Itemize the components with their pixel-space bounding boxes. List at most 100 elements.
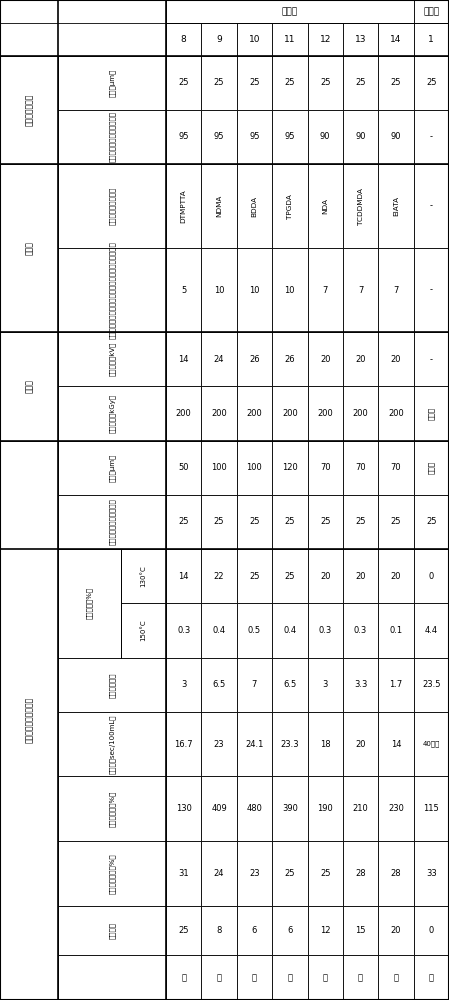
Text: 25: 25 — [320, 78, 330, 87]
Text: -: - — [430, 132, 433, 141]
Bar — [272, 386, 308, 441]
Text: 33: 33 — [426, 869, 437, 878]
Bar — [201, 386, 237, 441]
Text: 0.3: 0.3 — [177, 626, 190, 635]
Bar — [58, 56, 166, 110]
Bar — [308, 56, 343, 110]
Text: 200: 200 — [176, 409, 192, 418]
Bar — [58, 386, 166, 441]
Text: 25: 25 — [285, 78, 295, 87]
Text: 70: 70 — [320, 463, 330, 472]
Text: 加速电压（kV）: 加速电压（kV） — [109, 342, 115, 376]
Bar — [378, 955, 414, 1000]
Text: DTMPTTA: DTMPTTA — [180, 189, 187, 223]
Bar — [237, 712, 272, 776]
Text: 14: 14 — [390, 35, 401, 44]
Text: 409: 409 — [211, 804, 227, 813]
Bar — [58, 110, 166, 164]
Bar — [414, 906, 449, 955]
Text: 未照射: 未照射 — [428, 461, 435, 474]
Text: 15: 15 — [355, 926, 366, 935]
Text: 14: 14 — [178, 572, 189, 581]
Bar — [166, 603, 201, 658]
Text: 95: 95 — [178, 132, 189, 141]
Bar — [0, 0, 166, 56]
Text: 190: 190 — [317, 804, 333, 813]
Bar — [58, 495, 166, 549]
Bar — [272, 549, 308, 603]
Text: 6: 6 — [287, 926, 292, 935]
Text: 覆膜层的含量（重量份）: 覆膜层的含量（重量份） — [109, 499, 115, 545]
Bar — [378, 495, 414, 549]
Text: 25: 25 — [285, 869, 295, 878]
Text: 25: 25 — [285, 517, 295, 526]
Bar — [272, 495, 308, 549]
Text: 28: 28 — [355, 869, 366, 878]
Bar — [378, 56, 414, 110]
Bar — [308, 658, 343, 712]
Text: 优: 优 — [358, 973, 363, 982]
Bar — [343, 776, 378, 841]
Bar — [237, 110, 272, 164]
Bar — [272, 56, 308, 110]
Text: 耐热性均聚丙烯微孔膜: 耐热性均聚丙烯微孔膜 — [25, 697, 34, 743]
Bar — [201, 955, 237, 1000]
Bar — [308, 603, 343, 658]
Text: 4.4: 4.4 — [425, 626, 438, 635]
Bar — [414, 0, 449, 23]
Bar — [378, 110, 414, 164]
Bar — [343, 495, 378, 549]
Bar — [308, 712, 343, 776]
Text: 25: 25 — [355, 78, 366, 87]
Bar — [308, 495, 343, 549]
Bar — [201, 658, 237, 712]
Bar — [166, 658, 201, 712]
Text: 20: 20 — [391, 355, 401, 364]
Bar — [201, 441, 237, 495]
Text: 3: 3 — [322, 680, 328, 689]
Bar — [121, 549, 166, 603]
Bar — [308, 248, 343, 332]
Bar — [201, 164, 237, 248]
Text: 醋酸乙酯的含量（重量份）: 醋酸乙酯的含量（重量份） — [109, 111, 115, 162]
Text: 390: 390 — [282, 804, 298, 813]
Text: 26: 26 — [249, 355, 260, 364]
Bar — [343, 603, 378, 658]
Text: 6.5: 6.5 — [283, 680, 296, 689]
Text: 25: 25 — [320, 869, 330, 878]
Bar — [272, 23, 308, 56]
Text: 90: 90 — [355, 132, 366, 141]
Bar — [201, 841, 237, 906]
Bar — [237, 841, 272, 906]
Text: -: - — [430, 286, 433, 295]
Text: 25: 25 — [320, 517, 330, 526]
Text: 7: 7 — [252, 680, 257, 689]
Text: 24: 24 — [214, 355, 224, 364]
Text: 涂敷液: 涂敷液 — [25, 241, 34, 255]
Bar — [378, 603, 414, 658]
Text: 3.3: 3.3 — [354, 680, 367, 689]
Text: 150°C: 150°C — [141, 620, 146, 641]
Bar — [378, 23, 414, 56]
Text: 25: 25 — [249, 572, 260, 581]
Text: 25: 25 — [214, 517, 224, 526]
Text: 7: 7 — [393, 286, 399, 295]
Text: 480: 480 — [247, 804, 262, 813]
Text: NDA: NDA — [322, 198, 328, 214]
Text: 25: 25 — [249, 517, 260, 526]
Bar — [237, 776, 272, 841]
Text: -: - — [430, 355, 433, 364]
Text: 20: 20 — [391, 926, 401, 935]
Bar — [166, 332, 201, 386]
Bar — [166, 0, 414, 23]
Bar — [308, 841, 343, 906]
Text: 14: 14 — [178, 355, 189, 364]
Text: 23: 23 — [214, 740, 224, 749]
Text: 120: 120 — [282, 463, 298, 472]
Bar — [166, 386, 201, 441]
Text: 6.5: 6.5 — [212, 680, 226, 689]
Text: 均聚丙烯微孔膜: 均聚丙烯微孔膜 — [25, 94, 34, 126]
Text: 1.7: 1.7 — [389, 680, 403, 689]
Bar — [343, 56, 378, 110]
Text: 8: 8 — [181, 35, 187, 44]
